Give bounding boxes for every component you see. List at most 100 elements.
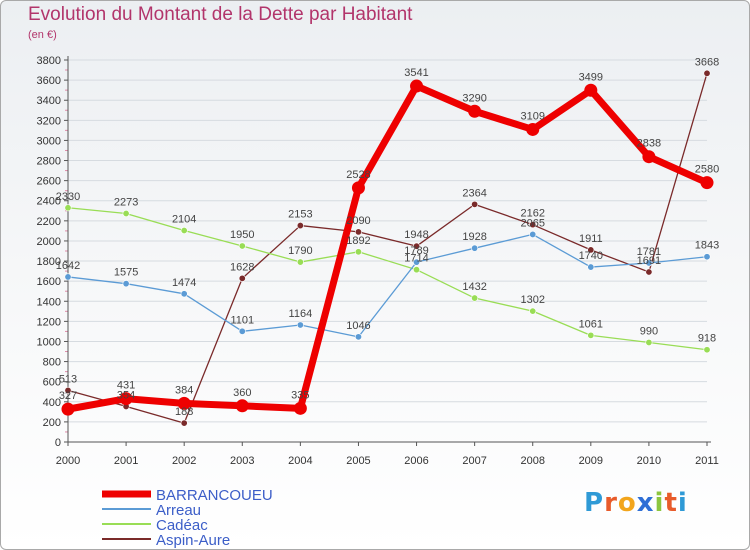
data-point [122,280,130,288]
series-line-barrancoueu [64,82,711,413]
data-label: 2162 [520,208,544,220]
series-line-aspin-aure [67,72,708,424]
data-label: 3541 [404,67,428,79]
chart-title: Evolution du Montant de la Dette par Hab… [28,4,413,25]
data-point [410,79,424,93]
data-label: 1950 [230,229,254,241]
legend-label: Cadéac [156,517,208,534]
data-label: 1628 [230,261,254,273]
data-point [703,253,711,261]
data-point [700,176,714,190]
y-tick-label: 400 [43,397,61,409]
data-label: 1642 [56,260,80,272]
data-label: 1740 [579,250,603,262]
data-label: 2153 [288,209,312,221]
data-point [413,266,421,274]
series-line-cad-ac [67,207,708,351]
data-label: 384 [175,384,193,396]
axes: 0 200 400 600 800 1000 1200 1400 1600 1800 2000 220… [37,55,719,467]
data-label: 918 [698,333,716,345]
y-tick-label: 1400 [37,296,61,308]
data-point [119,392,133,406]
legend-label: BARRANCOUEU [156,487,273,504]
data-point [413,258,421,266]
data-label: 1164 [289,308,313,320]
data-label: 360 [233,387,251,399]
data-point [354,248,362,256]
data-point [529,221,537,229]
data-label: 1789 [404,245,428,257]
y-tick-label: 1600 [37,276,61,288]
data-point [61,402,75,416]
data-label: 2580 [695,164,719,176]
legend-label: Aspin-Aure [156,532,230,549]
y-tick-label: 2400 [37,196,61,208]
data-point [468,104,482,118]
data-point [471,200,479,208]
data-point [703,346,711,354]
y-tick-label: 3400 [37,95,61,107]
data-label: 2090 [346,215,370,227]
data-label: 2364 [462,187,486,199]
data-label: 1790 [288,245,312,257]
data-label: 1911 [579,233,603,245]
data-label: 1843 [695,240,719,252]
data-point [413,242,421,250]
data-label: 3499 [579,71,603,83]
data-point [293,401,307,415]
data-point [642,150,656,164]
data-label: 327 [59,390,77,402]
data-point [587,246,595,254]
data-label: 2528 [346,169,370,181]
data-point [238,274,246,282]
data-label: 1302 [520,294,544,306]
data-label: 2065 [520,217,544,229]
data-point [645,259,653,267]
data-point [526,122,540,136]
data-point [645,338,653,346]
data-label: 1474 [172,277,196,289]
x-tick-label: 2008 [520,455,544,467]
data-point [471,244,479,252]
x-tick-label: 2004 [288,455,312,467]
data-point [64,204,72,212]
data-label: 1101 [230,314,254,326]
data-point [177,396,191,410]
data-point [529,230,537,238]
y-tick-label: 3800 [37,55,61,67]
series-line-arreau [67,233,708,338]
data-point [587,263,595,271]
data-label: 1928 [462,231,486,243]
data-label: 1948 [404,229,428,241]
x-tick-label: 2003 [230,455,254,467]
series-layer [61,69,714,427]
y-tick-label: 0 [55,437,61,449]
data-label: 513 [59,373,77,385]
data-labels: 513 354 188 1628 2153 2090 1948 2364 2162 1911 169… [56,56,719,418]
data-label: 188 [175,406,193,418]
y-tick-label: 200 [43,417,61,429]
data-label: 1061 [579,318,603,330]
data-point [351,181,365,195]
x-tick-label: 2001 [114,455,138,467]
data-point [296,222,304,230]
data-label: 1691 [637,255,661,267]
data-point [529,307,537,315]
data-label: 2273 [114,197,138,209]
data-label: 1432 [462,281,486,293]
data-point [584,83,598,97]
data-label: 1714 [404,253,428,265]
chart-unit: (en €) [28,29,57,41]
data-point [354,228,362,236]
y-tick-label: 800 [43,357,61,369]
y-tick-label: 3200 [37,115,61,127]
data-point [296,321,304,329]
grid-lines [68,59,707,423]
data-label: 2838 [637,138,661,150]
data-point [180,290,188,298]
data-label: 1892 [346,235,370,247]
x-tick-label: 2005 [346,455,370,467]
data-label: 1781 [637,246,661,258]
